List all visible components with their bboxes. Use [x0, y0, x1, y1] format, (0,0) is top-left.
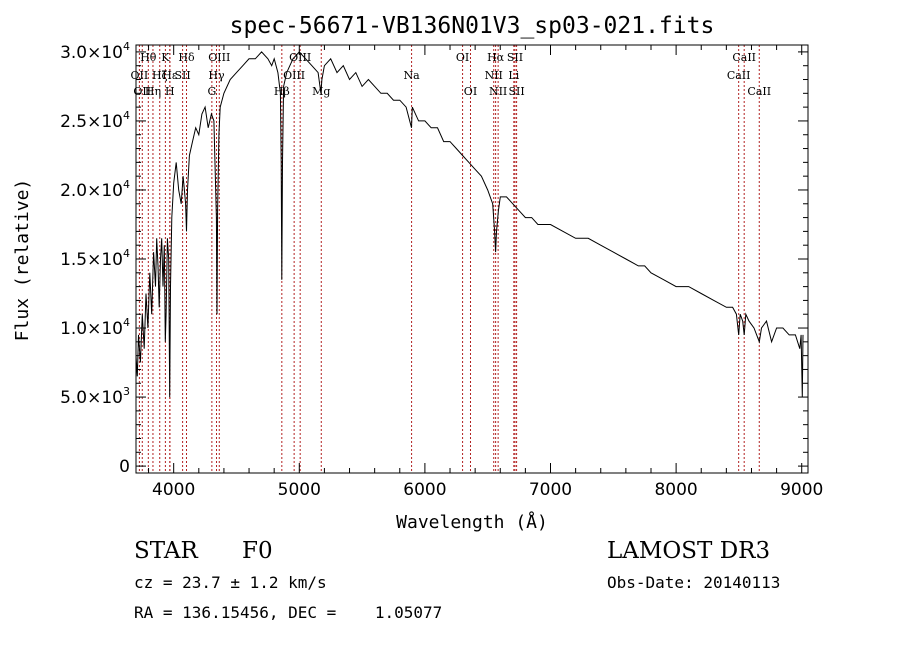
- redshift-text: cz = 23.7 ± 1.2 km/s: [134, 573, 327, 592]
- y-tick-label: 2.0×104: [60, 178, 130, 201]
- x-tick-label: 6000: [403, 480, 446, 500]
- line-marker-label: OII: [131, 69, 149, 82]
- x-tick-label: 9000: [780, 480, 823, 500]
- y-axis: 0 5.0×103 1.0×104 1.5×104 2.0×104 2.5×104 3.0×…: [60, 40, 808, 477]
- line-marker-label: OI: [464, 85, 477, 98]
- coordinates-text: RA = 136.15456, DEC = 1.05077: [134, 603, 443, 622]
- y-tick-label: 0: [119, 457, 130, 477]
- line-marker-label: OIII: [283, 69, 305, 82]
- chart-title: spec-56671-VB136N01V3_sp03-021.fits: [230, 13, 715, 39]
- line-marker-label: OI: [456, 51, 469, 64]
- line-marker-label: CaII: [732, 51, 756, 64]
- line-marker-label: Hβ: [274, 85, 290, 98]
- line-marker-label: H: [165, 85, 175, 98]
- line-marker-label: Li: [508, 69, 519, 82]
- x-axis-label: Wavelength (Å): [396, 511, 548, 533]
- object-class: STAR: [134, 538, 198, 564]
- y-tick-label: 5.0×103: [60, 385, 130, 408]
- x-axis: 4000 5000 6000 7000 8000 9000: [148, 45, 823, 500]
- plot-frame: [135, 44, 809, 474]
- line-marker-label: SII: [508, 85, 524, 98]
- y-tick-label: 3.0×104: [60, 40, 130, 63]
- line-marker-label: OII: [133, 85, 151, 98]
- x-tick-label: 7000: [529, 480, 572, 500]
- line-marker-label: NII: [485, 69, 503, 82]
- line-marker-label: SII: [174, 69, 190, 82]
- y-tick-label: 1.0×104: [60, 316, 130, 339]
- survey-release: LAMOST DR3: [607, 538, 771, 564]
- x-tick-label: 4000: [152, 480, 195, 500]
- y-tick-label: 1.5×104: [60, 247, 130, 270]
- line-markers: [138, 45, 760, 473]
- line-marker-label: K: [161, 51, 170, 64]
- line-marker-label: SII: [507, 51, 523, 64]
- line-marker-label: OIII: [208, 51, 230, 64]
- line-marker-label: NII: [489, 85, 507, 98]
- line-marker-labels: OIIOIIHθHηHζKHHεSIIHδGHγOIIIHβOIIIOIIIMg…: [131, 51, 772, 98]
- line-marker-label: Hθ: [140, 51, 157, 64]
- line-marker-label: Hζ: [152, 69, 168, 82]
- line-marker-label: Hα: [487, 51, 505, 64]
- line-marker-label: Hη: [145, 85, 161, 98]
- y-tick-label: 2.5×104: [60, 109, 130, 132]
- line-marker-label: OIII: [289, 51, 311, 64]
- y-axis-label: Flux (relative): [12, 179, 33, 342]
- object-subclass: F0: [242, 538, 273, 564]
- line-marker-label: Na: [403, 69, 420, 82]
- line-marker-label: Hγ: [208, 69, 225, 82]
- obs-date-text: Obs-Date: 20140113: [607, 573, 781, 592]
- spectrum-line: [135, 51, 804, 398]
- line-marker-label: CaII: [747, 85, 771, 98]
- line-marker-label: G: [207, 85, 216, 98]
- x-tick-label: 8000: [654, 480, 697, 500]
- line-marker-label: Hε: [162, 69, 178, 82]
- line-marker-label: CaII: [727, 69, 751, 82]
- x-tick-label: 5000: [278, 480, 321, 500]
- line-marker-label: Hδ: [178, 51, 195, 64]
